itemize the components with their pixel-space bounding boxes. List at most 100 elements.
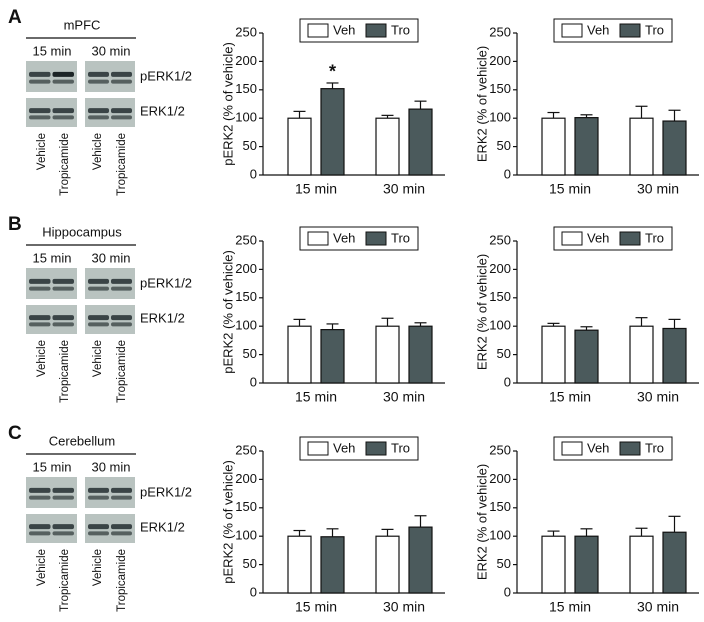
legend-label: Tro (645, 22, 664, 37)
blot-band (29, 531, 51, 536)
y-tick-label: 100 (489, 318, 511, 333)
blot-band (29, 79, 51, 84)
blot-band (52, 531, 74, 536)
legend-swatch (561, 23, 583, 38)
blot-band (52, 71, 74, 77)
blot-band (52, 315, 74, 321)
y-tick-label: 150 (489, 499, 511, 514)
y-tick-label: 250 (489, 442, 511, 457)
blot-band (111, 487, 132, 493)
bar (287, 325, 312, 384)
bar (375, 535, 400, 594)
legend-swatch (365, 231, 387, 246)
blot-band (88, 286, 109, 291)
blot-band (88, 531, 109, 536)
bar (541, 325, 566, 384)
bar (574, 117, 599, 176)
bar (574, 329, 599, 384)
blot-band (29, 108, 51, 114)
y-tick-label: 0 (504, 374, 511, 389)
blot-band (29, 115, 51, 120)
blot-band (29, 286, 51, 291)
x-tick-label: 30 min (637, 181, 679, 197)
bar (541, 117, 566, 176)
blot-band (29, 524, 51, 530)
legend-swatch (307, 23, 329, 38)
bar (320, 536, 345, 594)
y-tick-label: 50 (243, 346, 257, 361)
y-tick-label: 50 (497, 138, 511, 153)
blot-band (88, 524, 109, 530)
y-tick-label: 0 (250, 166, 257, 181)
y-tick-label: 250 (489, 24, 511, 39)
bar (662, 327, 687, 384)
blot-band (111, 531, 132, 536)
y-tick-label: 150 (235, 81, 257, 96)
y-tick-label: 150 (235, 289, 257, 304)
legend-box (299, 18, 419, 43)
blot-band (52, 487, 74, 493)
blot-band (52, 108, 74, 114)
blot-band (88, 108, 109, 114)
band-label: pERK1/2 (140, 275, 192, 290)
legend-swatch (365, 23, 387, 38)
legend-label: Tro (391, 230, 410, 245)
blot-band (111, 278, 132, 284)
band-label: ERK1/2 (140, 519, 185, 534)
bar (662, 120, 687, 176)
y-axis-label: ERK2 (% of vehicle) (474, 46, 489, 162)
y-tick-label: 200 (235, 471, 257, 486)
y-tick-label: 100 (235, 110, 257, 125)
bar (287, 117, 312, 176)
legend-swatch (561, 441, 583, 456)
legend-label: Tro (645, 230, 664, 245)
bar (320, 329, 345, 384)
blot-band (88, 278, 109, 284)
bar (320, 88, 345, 176)
legend-label: Veh (333, 440, 355, 455)
y-tick-label: 100 (489, 110, 511, 125)
x-tick-label: 15 min (549, 599, 591, 615)
y-axis-label: pERK2 (% of vehicle) (220, 42, 235, 166)
blot-band (88, 315, 109, 321)
y-axis-label: pERK2 (% of vehicle) (220, 250, 235, 374)
legend-label: Tro (391, 22, 410, 37)
legend-label: Veh (587, 440, 609, 455)
y-tick-label: 150 (489, 81, 511, 96)
blot-band (111, 79, 132, 84)
y-tick-label: 0 (250, 374, 257, 389)
y-tick-label: 200 (489, 471, 511, 486)
blot-band (29, 495, 51, 500)
significance-marker: * (329, 62, 336, 82)
bar (629, 325, 654, 384)
blot-band (88, 79, 109, 84)
legend-box (553, 226, 673, 251)
legend-box (553, 18, 673, 43)
y-tick-label: 200 (235, 53, 257, 68)
y-tick-label: 50 (497, 346, 511, 361)
bar (408, 108, 433, 176)
x-tick-label: 15 min (295, 181, 337, 197)
y-tick-label: 250 (235, 232, 257, 247)
bar (287, 535, 312, 594)
y-tick-label: 0 (504, 584, 511, 599)
legend-label: Tro (391, 440, 410, 455)
legend-swatch (307, 441, 329, 456)
blot-band (111, 286, 132, 291)
lane-label: Tropicamide (116, 340, 128, 403)
y-tick-label: 100 (235, 318, 257, 333)
bar (375, 325, 400, 384)
time-label: 15 min (32, 459, 71, 474)
lane-label: Vehicle (36, 549, 48, 586)
y-tick-label: 50 (243, 138, 257, 153)
legend-box (553, 436, 673, 461)
y-tick-label: 0 (504, 166, 511, 181)
x-tick-label: 15 min (295, 389, 337, 405)
y-tick-label: 0 (250, 584, 257, 599)
blot-band (88, 495, 109, 500)
y-axis-label: pERK2 (% of vehicle) (220, 460, 235, 584)
panel-letter: A (8, 7, 22, 28)
x-tick-label: 30 min (637, 389, 679, 405)
y-tick-label: 150 (489, 289, 511, 304)
blot-band (88, 322, 109, 327)
